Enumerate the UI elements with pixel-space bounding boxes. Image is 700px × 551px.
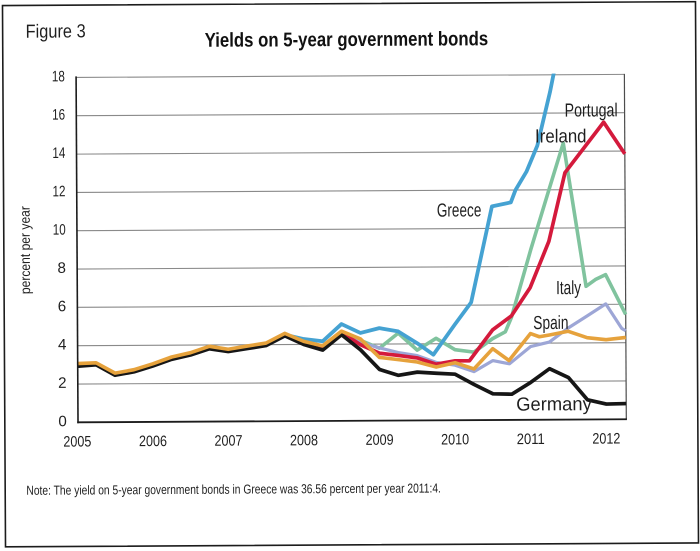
svg-text:2: 2 bbox=[58, 375, 67, 392]
svg-text:Germany: Germany bbox=[516, 394, 592, 415]
svg-text:12: 12 bbox=[52, 183, 65, 200]
svg-text:16: 16 bbox=[52, 107, 65, 124]
svg-text:4: 4 bbox=[58, 336, 67, 353]
svg-text:18: 18 bbox=[52, 68, 65, 85]
svg-text:Italy: Italy bbox=[556, 278, 581, 299]
svg-text:Figure 3: Figure 3 bbox=[26, 21, 86, 42]
svg-text:2005: 2005 bbox=[63, 433, 91, 450]
svg-text:14: 14 bbox=[52, 145, 65, 162]
svg-text:Greece: Greece bbox=[437, 200, 482, 221]
svg-text:6: 6 bbox=[58, 298, 67, 315]
svg-text:2007: 2007 bbox=[214, 433, 242, 450]
svg-text:Spain: Spain bbox=[533, 313, 568, 334]
svg-text:2011: 2011 bbox=[517, 431, 545, 448]
svg-text:Yields on 5-year government bo: Yields on 5-year government bonds bbox=[205, 28, 489, 52]
svg-text:8: 8 bbox=[57, 260, 66, 277]
svg-text:2006: 2006 bbox=[139, 433, 167, 450]
svg-text:2012: 2012 bbox=[592, 430, 620, 447]
svg-text:2009: 2009 bbox=[366, 432, 394, 449]
svg-text:10: 10 bbox=[53, 222, 66, 239]
svg-text:2008: 2008 bbox=[290, 432, 318, 449]
svg-text:Ireland: Ireland bbox=[535, 126, 587, 147]
svg-text:2010: 2010 bbox=[441, 431, 469, 448]
svg-text:percent per year: percent per year bbox=[17, 206, 33, 294]
svg-text:Portugal: Portugal bbox=[565, 100, 618, 121]
svg-text:0: 0 bbox=[58, 413, 67, 430]
svg-text:Note: The yield on 5-year gove: Note: The yield on 5-year government bon… bbox=[26, 480, 441, 497]
